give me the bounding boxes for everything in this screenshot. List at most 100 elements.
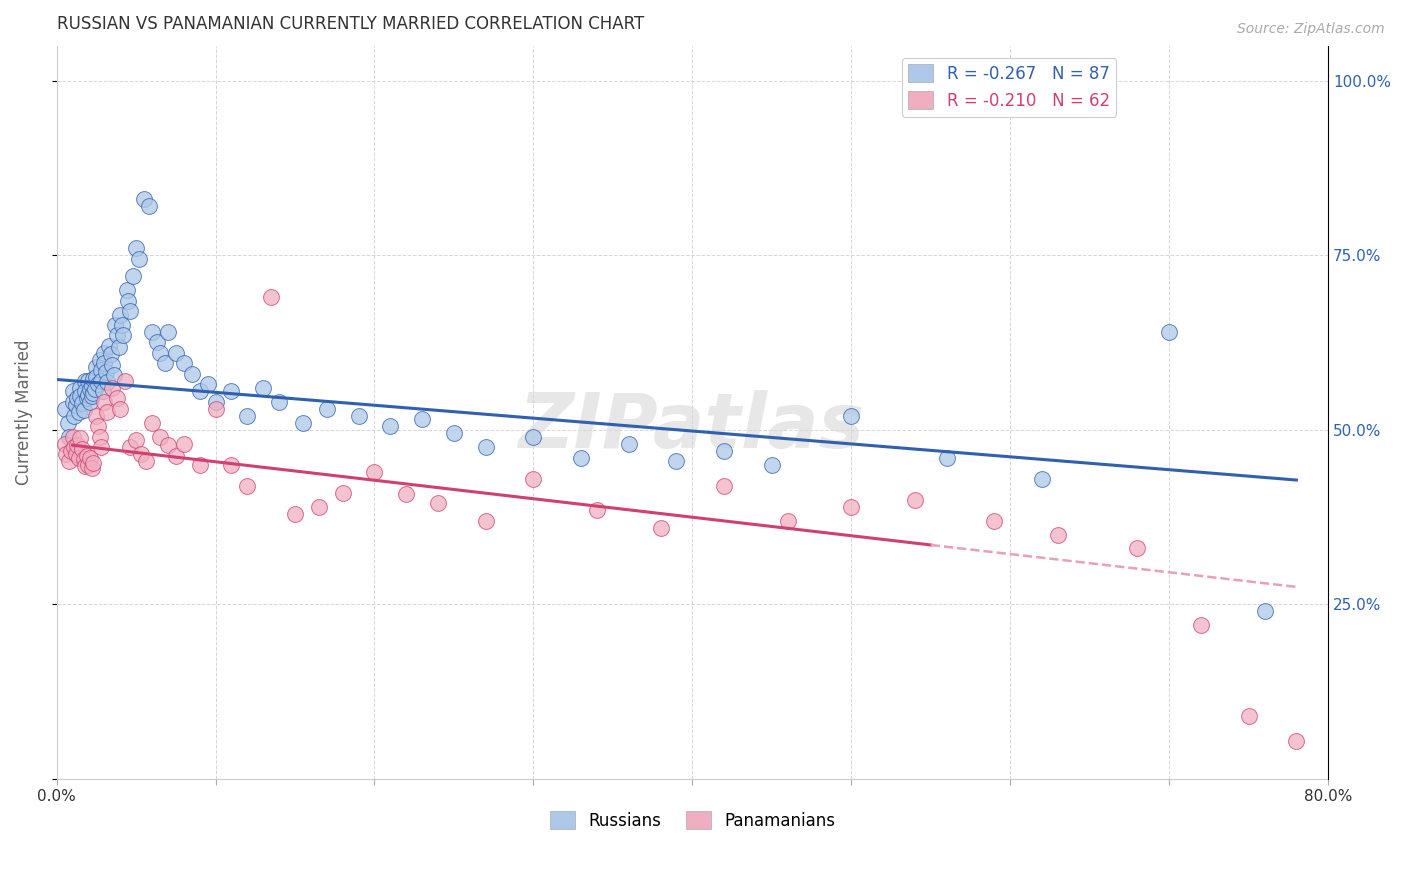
Point: [522, 430, 544, 444]
Point: [75, 384, 97, 399]
Point: [86, 370, 108, 384]
Text: Source: ZipAtlas.com: Source: ZipAtlas.com: [1237, 22, 1385, 37]
Point: [117, 293, 139, 308]
Point: [284, 507, 307, 521]
Point: [111, 318, 134, 332]
Point: [308, 500, 330, 514]
Point: [53, 436, 76, 450]
Point: [80, 389, 103, 403]
Point: [58, 430, 80, 444]
Point: [665, 454, 688, 468]
Point: [586, 503, 609, 517]
Point: [118, 440, 141, 454]
Point: [105, 328, 128, 343]
Point: [86, 409, 108, 423]
Point: [149, 346, 172, 360]
Point: [125, 241, 148, 255]
Point: [67, 405, 90, 419]
Point: [90, 374, 112, 388]
Point: [96, 405, 118, 419]
Point: [103, 368, 125, 383]
Point: [65, 447, 87, 461]
Point: [188, 384, 211, 399]
Point: [108, 308, 131, 322]
Point: [776, 514, 799, 528]
Point: [221, 384, 243, 399]
Point: [1046, 527, 1069, 541]
Point: [236, 478, 259, 492]
Point: [83, 382, 105, 396]
Point: [63, 440, 86, 454]
Point: [839, 500, 862, 514]
Point: [983, 514, 1005, 528]
Point: [395, 487, 418, 501]
Point: [135, 454, 157, 468]
Point: [1237, 709, 1260, 723]
Point: [89, 352, 111, 367]
Point: [82, 372, 104, 386]
Point: [62, 384, 84, 399]
Point: [165, 346, 187, 360]
Point: [94, 366, 117, 380]
Point: [236, 409, 259, 423]
Point: [156, 325, 179, 339]
Point: [77, 458, 100, 472]
Point: [56, 416, 79, 430]
Point: [332, 485, 354, 500]
Point: [173, 356, 195, 370]
Point: [153, 356, 176, 370]
Point: [761, 458, 783, 472]
Point: [904, 492, 927, 507]
Point: [839, 409, 862, 423]
Point: [108, 401, 131, 416]
Point: [75, 458, 97, 473]
Point: [1126, 541, 1149, 556]
Point: [79, 382, 101, 396]
Legend: Russians, Panamanians: Russians, Panamanians: [543, 805, 842, 837]
Point: [197, 377, 219, 392]
Point: [115, 283, 138, 297]
Point: [69, 389, 91, 403]
Point: [66, 438, 89, 452]
Point: [1159, 325, 1181, 339]
Point: [58, 454, 80, 468]
Point: [145, 335, 167, 350]
Point: [427, 496, 450, 510]
Point: [713, 443, 735, 458]
Point: [1253, 604, 1275, 618]
Point: [315, 401, 337, 416]
Point: [101, 358, 124, 372]
Point: [474, 440, 496, 454]
Point: [380, 419, 402, 434]
Point: [118, 304, 141, 318]
Point: [443, 426, 465, 441]
Point: [156, 438, 179, 452]
Point: [86, 359, 108, 374]
Point: [935, 450, 957, 465]
Point: [125, 434, 148, 448]
Point: [713, 478, 735, 492]
Point: [80, 461, 103, 475]
Point: [66, 392, 89, 406]
Point: [90, 440, 112, 454]
Point: [82, 386, 104, 401]
Point: [204, 401, 226, 416]
Point: [67, 450, 90, 465]
Point: [91, 384, 114, 399]
Point: [55, 447, 77, 461]
Point: [79, 450, 101, 465]
Point: [129, 447, 152, 461]
Point: [82, 456, 104, 470]
Point: [77, 374, 100, 388]
Point: [70, 442, 93, 457]
Point: [347, 409, 370, 423]
Point: [188, 458, 211, 472]
Point: [165, 450, 187, 464]
Point: [291, 416, 314, 430]
Point: [141, 416, 163, 430]
Point: [101, 381, 124, 395]
Point: [112, 328, 135, 343]
Point: [204, 394, 226, 409]
Point: [77, 388, 100, 402]
Point: [53, 401, 76, 416]
